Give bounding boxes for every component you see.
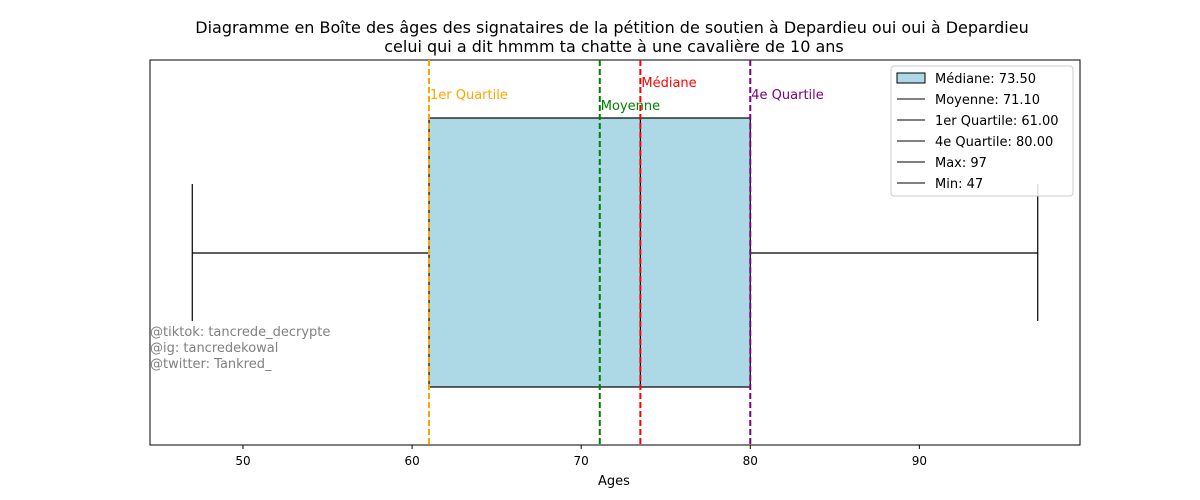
legend-label-max: Max: 97 (935, 156, 987, 171)
chart-title-line-2: celui qui a dit hmmm ta chatte à une cav… (384, 37, 843, 56)
legend-swatch-median-box (896, 72, 926, 84)
legend-label-mean: Moyenne: 71.10 (935, 93, 1040, 108)
legend-label-q1: 1er Quartile: 61.00 (935, 114, 1059, 129)
reference-lines-group (428, 60, 752, 445)
x-tick-label-90: 90 (912, 454, 927, 468)
legend-label-q3: 4e Quartile: 80.00 (935, 135, 1053, 150)
x-tick-label-60: 60 (404, 454, 419, 468)
x-axis-label: Ages (598, 474, 630, 489)
whiskers-group (191, 184, 1039, 321)
credit-twitter: @twitter: Tankred_ (150, 357, 272, 372)
legend-label-median: Médiane: 73.50 (935, 72, 1036, 87)
legend-label-min: Min: 47 (935, 177, 983, 192)
chart-title-line-1: Diagramme en Boîte des âges des signatai… (195, 18, 1028, 37)
x-tick-label-80: 80 (743, 454, 758, 468)
box-group (428, 117, 751, 388)
reference-label-q3: 4e Quartile (751, 88, 824, 103)
legend: Médiane: 73.50 Moyenne: 71.10 1er Quarti… (890, 65, 1074, 197)
plot-area-frame (149, 59, 1081, 446)
reference-labels-group: 1er Quartile Moyenne Médiane 4e Quartile (430, 76, 824, 114)
x-axis-ticks-group: 50 60 70 80 90 (235, 445, 927, 468)
legend-frame (890, 65, 1074, 197)
credits: @tiktok: tancrede_decrypte @ig: tancrede… (150, 325, 330, 372)
reference-label-q1: 1er Quartile (430, 88, 508, 103)
x-tick-label-50: 50 (235, 454, 250, 468)
reference-label-median: Médiane (641, 76, 696, 91)
reference-label-mean: Moyenne (601, 99, 660, 114)
x-tick-label-70: 70 (574, 454, 589, 468)
iqr-box (428, 117, 751, 388)
credit-instagram: @ig: tancredekowal (150, 341, 278, 356)
credit-tiktok: @tiktok: tancrede_decrypte (150, 325, 330, 340)
